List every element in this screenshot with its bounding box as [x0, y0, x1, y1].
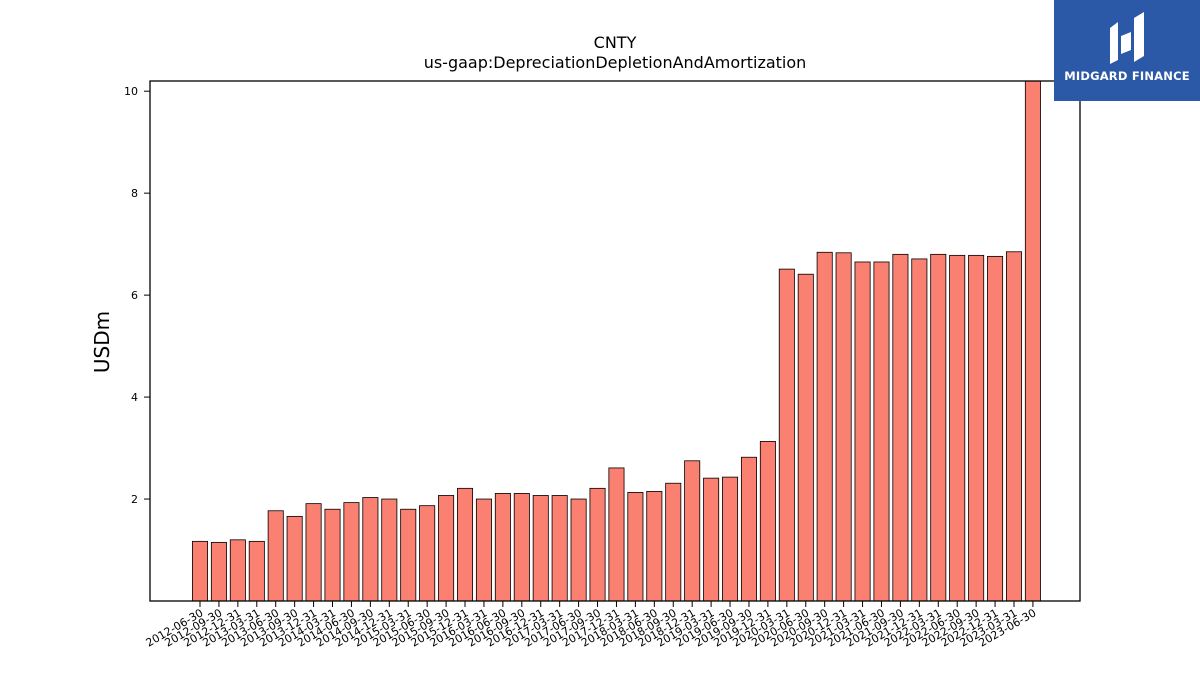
bar-2021-12-31 — [911, 258, 928, 602]
y-axis-label: USDm — [90, 311, 114, 373]
bar-2012-12-31 — [229, 539, 246, 602]
bar-2016-06-30 — [494, 493, 511, 602]
bar-2015-12-31 — [457, 487, 474, 602]
y-tick-label: 6 — [131, 289, 138, 302]
bar-2014-09-30 — [362, 497, 379, 602]
bar-2023-03-31 — [1005, 251, 1022, 602]
bar-2014-12-31 — [381, 498, 398, 602]
y-tick-label: 4 — [131, 391, 138, 404]
bar-2014-03-31 — [324, 508, 341, 602]
logo-text: MIDGARD FINANCE — [1064, 69, 1190, 83]
bar-2019-09-30 — [740, 456, 757, 602]
bar-2016-12-31 — [532, 495, 549, 602]
logo-mark-icon — [1110, 12, 1144, 64]
bar-2022-03-31 — [930, 253, 947, 602]
bar-2020-12-31 — [835, 252, 852, 602]
bar-2021-09-30 — [892, 253, 909, 602]
bar-2016-03-31 — [475, 498, 492, 602]
bar-2013-03-31 — [248, 540, 265, 602]
bar-2019-12-31 — [759, 441, 776, 602]
bar-2017-06-30 — [570, 498, 587, 602]
bar-2021-06-30 — [873, 261, 890, 602]
bar-2018-06-30 — [646, 490, 663, 602]
bar-2020-03-31 — [778, 268, 795, 602]
y-ticks-group: 2 4 6 8 10 — [124, 85, 150, 506]
bar-2018-03-31 — [627, 492, 644, 602]
y-tick-label: 10 — [124, 85, 138, 98]
bar-2019-06-30 — [722, 476, 739, 602]
bar-2017-12-31 — [608, 467, 625, 602]
bar-2018-12-31 — [684, 460, 701, 602]
bar-2017-09-30 — [589, 487, 606, 602]
bar-2019-03-31 — [703, 477, 720, 602]
bar-2022-06-30 — [949, 254, 966, 602]
bar-2015-06-30 — [419, 505, 436, 602]
bar-2013-06-30 — [267, 510, 284, 602]
plot-frame — [149, 80, 1081, 602]
bar-2020-09-30 — [816, 251, 833, 602]
y-tick-label: 8 — [131, 187, 138, 200]
chart-title: CNTY — [594, 33, 637, 52]
y-tick-label: 2 — [131, 493, 138, 506]
bar-2018-09-30 — [665, 482, 682, 602]
bar-2012-09-30 — [210, 541, 227, 602]
x-ticks-group: 2012-06-302012-09-302012-12-312013-03-31… — [144, 601, 1038, 650]
bar-2017-03-31 — [551, 495, 568, 602]
bars-group — [191, 80, 1041, 602]
bar-2012-06-30 — [191, 540, 208, 602]
bar-2015-03-31 — [400, 508, 417, 602]
bar-2013-12-31 — [305, 503, 322, 602]
chart-subtitle: us-gaap:DepreciationDepletionAndAmortiza… — [424, 53, 807, 72]
bar-2023-06-30 — [1024, 80, 1041, 602]
bar-2022-12-31 — [987, 255, 1004, 602]
bar-2013-09-30 — [286, 515, 303, 602]
bar-2016-09-30 — [513, 493, 530, 602]
brand-logo: MIDGARD FINANCE — [1054, 0, 1200, 101]
bar-2014-06-30 — [343, 502, 360, 602]
bar-2015-09-30 — [438, 495, 455, 602]
bar-2021-03-31 — [854, 261, 871, 602]
bar-2020-06-30 — [797, 273, 814, 602]
bar-2022-09-30 — [968, 254, 985, 602]
